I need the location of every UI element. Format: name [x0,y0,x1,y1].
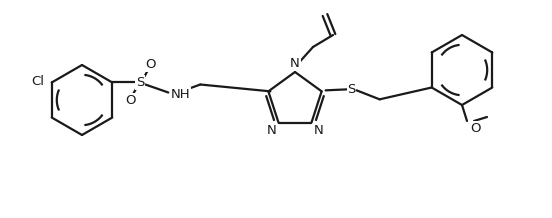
Text: O: O [470,122,480,135]
Text: Cl: Cl [31,75,45,88]
Text: O: O [125,94,136,107]
Text: N: N [314,124,323,137]
Text: N: N [290,57,300,70]
Text: N: N [267,124,277,137]
Text: S: S [136,76,145,89]
Text: S: S [347,83,356,96]
Text: NH: NH [171,88,190,101]
Text: O: O [145,58,156,71]
